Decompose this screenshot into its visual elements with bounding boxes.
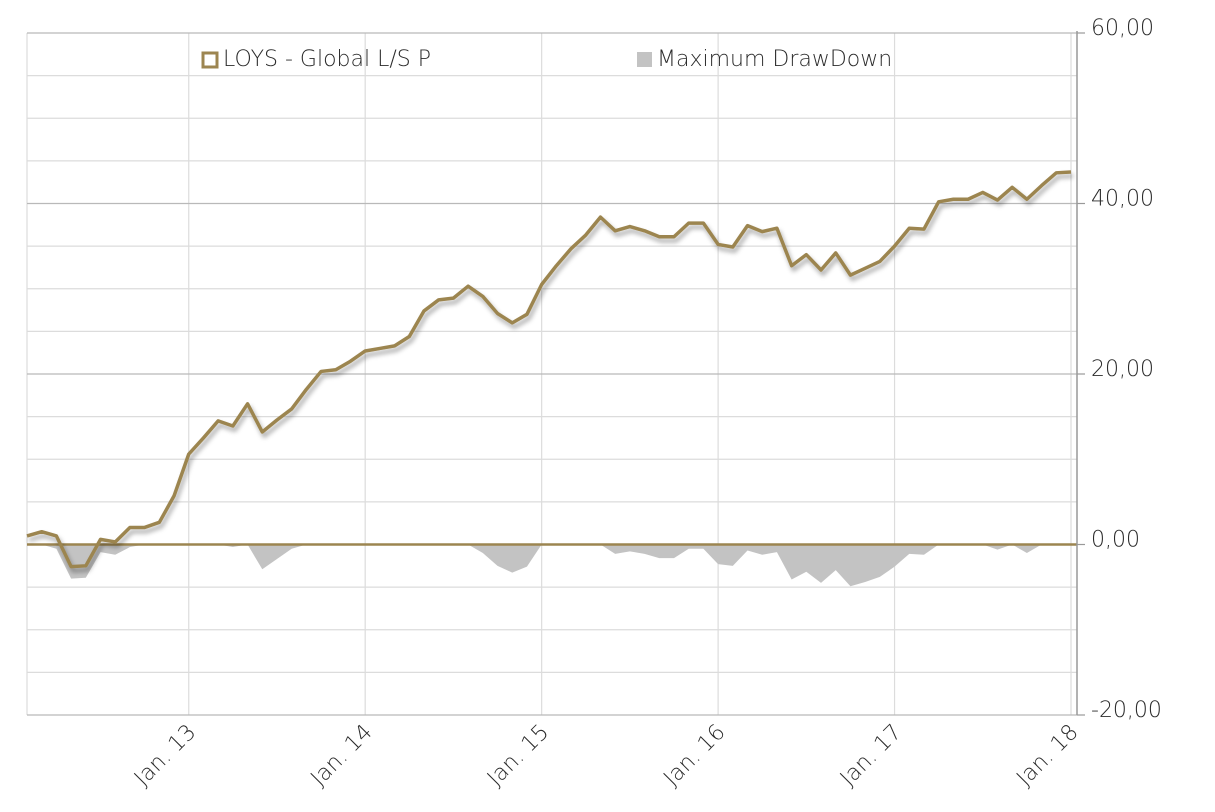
y-tick-label: 0,00 <box>1091 528 1140 553</box>
legend: LOYS - Global L/S P Maximum DrawDown <box>201 47 892 72</box>
x-tick-label: Jan. 16 <box>659 720 730 791</box>
legend-label: LOYS - Global L/S P <box>223 47 431 72</box>
drawdown-area <box>27 544 1071 587</box>
line-series <box>26 170 1072 569</box>
legend-swatch <box>637 52 652 67</box>
y-tick-label: 40,00 <box>1091 187 1154 212</box>
legend-swatch <box>201 51 219 69</box>
x-tick-label: Jan. 17 <box>836 720 907 791</box>
x-tick-label: Jan. 13 <box>130 720 201 791</box>
x-tick-label: Jan. 14 <box>306 720 377 791</box>
y-tick-label: 60,00 <box>1091 16 1154 41</box>
y-tick-label: 20,00 <box>1091 357 1154 382</box>
x-tick-label: Jan. 15 <box>483 720 554 791</box>
x-tick-label: Jan. 18 <box>1012 720 1083 791</box>
plot <box>26 170 1077 587</box>
legend-label: Maximum DrawDown <box>657 47 892 72</box>
grid <box>26 32 1077 716</box>
axes: -20,00 0,00 20,00 40,00 60,00 Jan. 13 Jan. 14 J… <box>130 16 1162 791</box>
y-tick-label: -20,00 <box>1091 698 1162 723</box>
